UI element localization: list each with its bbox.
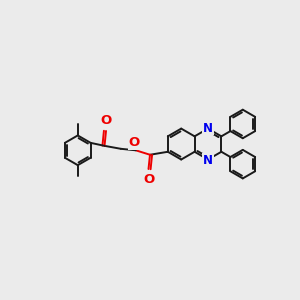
Text: O: O <box>143 173 154 186</box>
Text: N: N <box>203 154 213 166</box>
Text: N: N <box>203 122 213 134</box>
Text: O: O <box>100 114 112 127</box>
Text: O: O <box>128 136 140 149</box>
